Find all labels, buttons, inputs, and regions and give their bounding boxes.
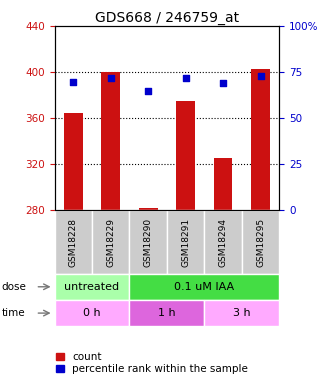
Bar (251, 69, 270, 210)
Point (221, 80, 226, 86)
Bar (214, 158, 232, 210)
Text: 0 h: 0 h (83, 308, 101, 318)
Bar (129, 300, 204, 326)
Bar (129, 274, 279, 300)
Point (71, 78, 76, 84)
Text: GSM18290: GSM18290 (144, 217, 153, 267)
Text: time: time (2, 308, 25, 318)
Text: GSM18291: GSM18291 (181, 217, 190, 267)
Point (146, 88, 151, 94)
Text: 1 h: 1 h (158, 308, 176, 318)
Text: dose: dose (2, 282, 26, 292)
Point (183, 75, 188, 81)
Bar (92, 210, 129, 274)
Bar (242, 210, 279, 274)
Bar (167, 210, 204, 274)
Text: GSM18295: GSM18295 (256, 217, 265, 267)
Bar (204, 300, 279, 326)
Bar (176, 101, 195, 210)
Text: GSM18294: GSM18294 (219, 217, 228, 267)
Point (108, 75, 113, 81)
Text: untreated: untreated (65, 282, 120, 292)
Text: 3 h: 3 h (233, 308, 251, 318)
Bar (204, 210, 242, 274)
Bar (101, 72, 120, 210)
Text: GSM18228: GSM18228 (69, 217, 78, 267)
Legend: count, percentile rank within the sample: count, percentile rank within the sample (55, 351, 249, 375)
Title: GDS668 / 246759_at: GDS668 / 246759_at (95, 11, 239, 25)
Text: GSM18229: GSM18229 (106, 217, 115, 267)
Text: 0.1 uM IAA: 0.1 uM IAA (174, 282, 234, 292)
Point (258, 73, 263, 79)
Bar (55, 210, 92, 274)
Bar (129, 210, 167, 274)
Bar (55, 300, 129, 326)
Bar (55, 274, 129, 300)
Bar (64, 112, 83, 210)
Bar (139, 208, 158, 210)
